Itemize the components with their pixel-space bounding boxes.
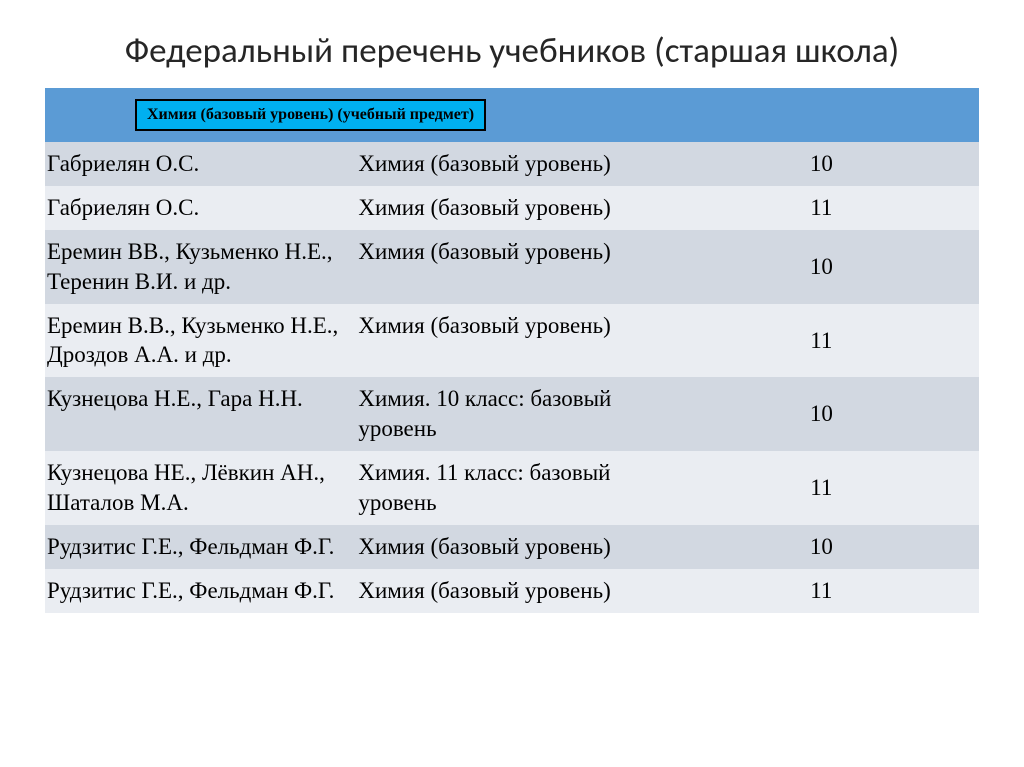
cell-subject: Химия (базовый уровень) bbox=[356, 569, 667, 613]
cell-author: Еремин В.В., Кузьменко Н.Е., Дроздов А.А… bbox=[45, 304, 356, 378]
cell-grade: 11 bbox=[668, 569, 979, 613]
cell-author: Кузнецова Н.Е., Гара Н.Н. bbox=[45, 377, 356, 451]
table-row: Еремин ВВ., Кузьменко Н.Е., Теренин В.И.… bbox=[45, 230, 979, 304]
cell-grade: 10 bbox=[668, 230, 979, 304]
table-row: Кузнецова НЕ., Лёвкин АН., Шаталов М.А. … bbox=[45, 451, 979, 525]
cell-subject: Химия (базовый уровень) bbox=[356, 142, 667, 186]
slide: Федеральный перечень учебников (старшая … bbox=[0, 0, 1024, 767]
subject-box: Химия (базовый уровень) (учебный предмет… bbox=[135, 99, 486, 131]
table-header-cell: Химия (базовый уровень) (учебный предмет… bbox=[45, 88, 979, 142]
cell-author: Еремин ВВ., Кузьменко Н.Е., Теренин В.И.… bbox=[45, 230, 356, 304]
cell-author: Рудзитис Г.Е., Фельдман Ф.Г. bbox=[45, 525, 356, 569]
cell-subject: Химия (базовый уровень) bbox=[356, 304, 667, 378]
cell-subject: Химия (базовый уровень) bbox=[356, 525, 667, 569]
cell-grade: 11 bbox=[668, 304, 979, 378]
textbook-table: Химия (базовый уровень) (учебный предмет… bbox=[45, 88, 979, 613]
cell-author: Габриелян О.С. bbox=[45, 186, 356, 230]
table-row: Рудзитис Г.Е., Фельдман Ф.Г. Химия (базо… bbox=[45, 525, 979, 569]
cell-grade: 11 bbox=[668, 186, 979, 230]
cell-subject: Химия (базовый уровень) bbox=[356, 230, 667, 304]
table-row: Габриелян О.С. Химия (базовый уровень) 1… bbox=[45, 186, 979, 230]
cell-subject: Химия. 10 класс: базовый уровень bbox=[356, 377, 667, 451]
cell-grade: 10 bbox=[668, 525, 979, 569]
cell-author: Габриелян О.С. bbox=[45, 142, 356, 186]
cell-grade: 10 bbox=[668, 377, 979, 451]
cell-subject: Химия. 11 класс: базовый уровень bbox=[356, 451, 667, 525]
table-row: Кузнецова Н.Е., Гара Н.Н. Химия. 10 клас… bbox=[45, 377, 979, 451]
cell-author: Рудзитис Г.Е., Фельдман Ф.Г. bbox=[45, 569, 356, 613]
table-row: Рудзитис Г.Е., Фельдман Ф.Г. Химия (базо… bbox=[45, 569, 979, 613]
table-row: Еремин В.В., Кузьменко Н.Е., Дроздов А.А… bbox=[45, 304, 979, 378]
page-title: Федеральный перечень учебников (старшая … bbox=[45, 30, 979, 72]
table-row: Габриелян О.С. Химия (базовый уровень) 1… bbox=[45, 142, 979, 186]
cell-subject: Химия (базовый уровень) bbox=[356, 186, 667, 230]
cell-author: Кузнецова НЕ., Лёвкин АН., Шаталов М.А. bbox=[45, 451, 356, 525]
cell-grade: 10 bbox=[668, 142, 979, 186]
cell-grade: 11 bbox=[668, 451, 979, 525]
table-header-row: Химия (базовый уровень) (учебный предмет… bbox=[45, 88, 979, 142]
